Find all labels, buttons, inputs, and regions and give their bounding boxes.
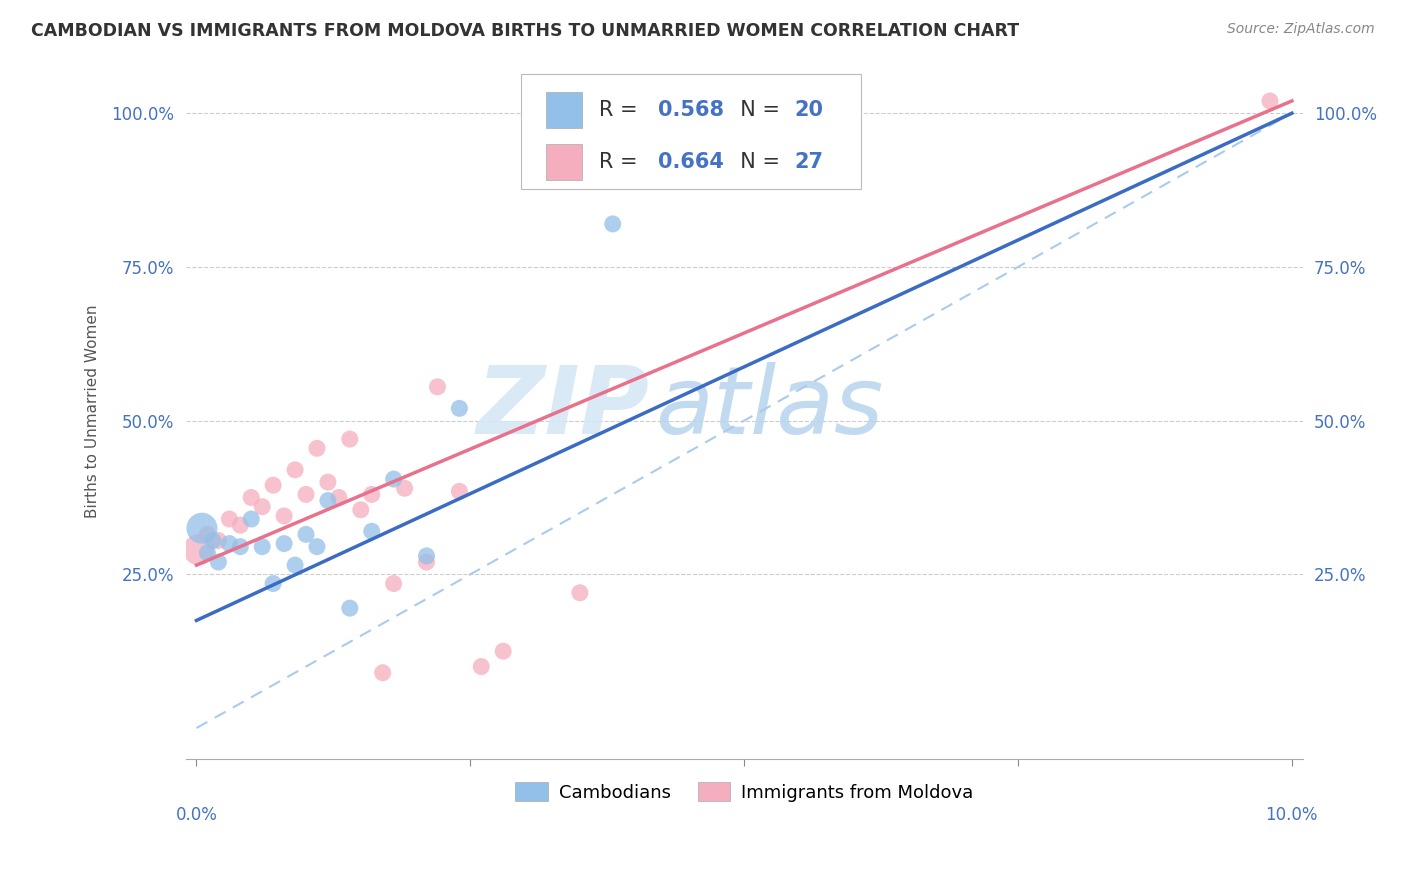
Point xyxy=(328,491,350,505)
Point xyxy=(218,536,240,550)
FancyBboxPatch shape xyxy=(520,74,862,189)
Point xyxy=(350,503,373,517)
Point xyxy=(191,521,214,535)
Text: atlas: atlas xyxy=(655,362,883,453)
Y-axis label: Births to Unmarried Women: Births to Unmarried Women xyxy=(86,305,100,518)
Point xyxy=(187,542,209,557)
Point xyxy=(382,472,405,486)
Point xyxy=(201,533,224,548)
Point xyxy=(360,524,382,539)
Text: R =: R = xyxy=(599,100,644,120)
Point xyxy=(449,401,471,416)
Point xyxy=(492,644,515,658)
Text: 27: 27 xyxy=(794,152,824,172)
Bar xyxy=(547,144,582,180)
Point xyxy=(273,536,295,550)
Point xyxy=(568,586,591,600)
Point xyxy=(218,512,240,526)
Point xyxy=(382,576,405,591)
Point xyxy=(426,380,449,394)
Text: CAMBODIAN VS IMMIGRANTS FROM MOLDOVA BIRTHS TO UNMARRIED WOMEN CORRELATION CHART: CAMBODIAN VS IMMIGRANTS FROM MOLDOVA BIR… xyxy=(31,22,1019,40)
Point xyxy=(207,555,229,569)
Text: R =: R = xyxy=(599,152,644,172)
Point xyxy=(449,484,471,499)
Bar xyxy=(547,92,582,128)
Text: 20: 20 xyxy=(794,100,824,120)
Point xyxy=(250,500,273,514)
Point xyxy=(240,491,263,505)
Point xyxy=(229,518,252,533)
Point xyxy=(316,475,339,489)
Point xyxy=(197,546,219,560)
Point xyxy=(240,512,263,526)
Text: 10.0%: 10.0% xyxy=(1265,806,1317,824)
Point xyxy=(415,555,437,569)
Point xyxy=(262,576,284,591)
Point xyxy=(262,478,284,492)
Point xyxy=(1258,94,1281,108)
Text: 0.568: 0.568 xyxy=(658,100,724,120)
Point xyxy=(197,527,219,541)
Legend: Cambodians, Immigrants from Moldova: Cambodians, Immigrants from Moldova xyxy=(508,775,980,809)
Point xyxy=(305,442,328,456)
Point xyxy=(284,463,307,477)
Point xyxy=(229,540,252,554)
Point xyxy=(415,549,437,563)
Point xyxy=(284,558,307,573)
Text: 0.0%: 0.0% xyxy=(176,806,218,824)
Point xyxy=(394,481,416,495)
Point xyxy=(371,665,394,680)
Text: ZIP: ZIP xyxy=(477,362,650,454)
Point xyxy=(339,432,361,446)
Point xyxy=(316,493,339,508)
Text: N =: N = xyxy=(727,100,787,120)
Point xyxy=(470,659,492,673)
Point xyxy=(339,601,361,615)
Point xyxy=(207,533,229,548)
Point xyxy=(360,487,382,501)
Point xyxy=(273,508,295,523)
Text: N =: N = xyxy=(727,152,787,172)
Point xyxy=(295,527,318,541)
Point xyxy=(295,487,318,501)
Text: 0.664: 0.664 xyxy=(658,152,724,172)
Point xyxy=(250,540,273,554)
Point xyxy=(305,540,328,554)
Text: Source: ZipAtlas.com: Source: ZipAtlas.com xyxy=(1227,22,1375,37)
Point xyxy=(602,217,624,231)
